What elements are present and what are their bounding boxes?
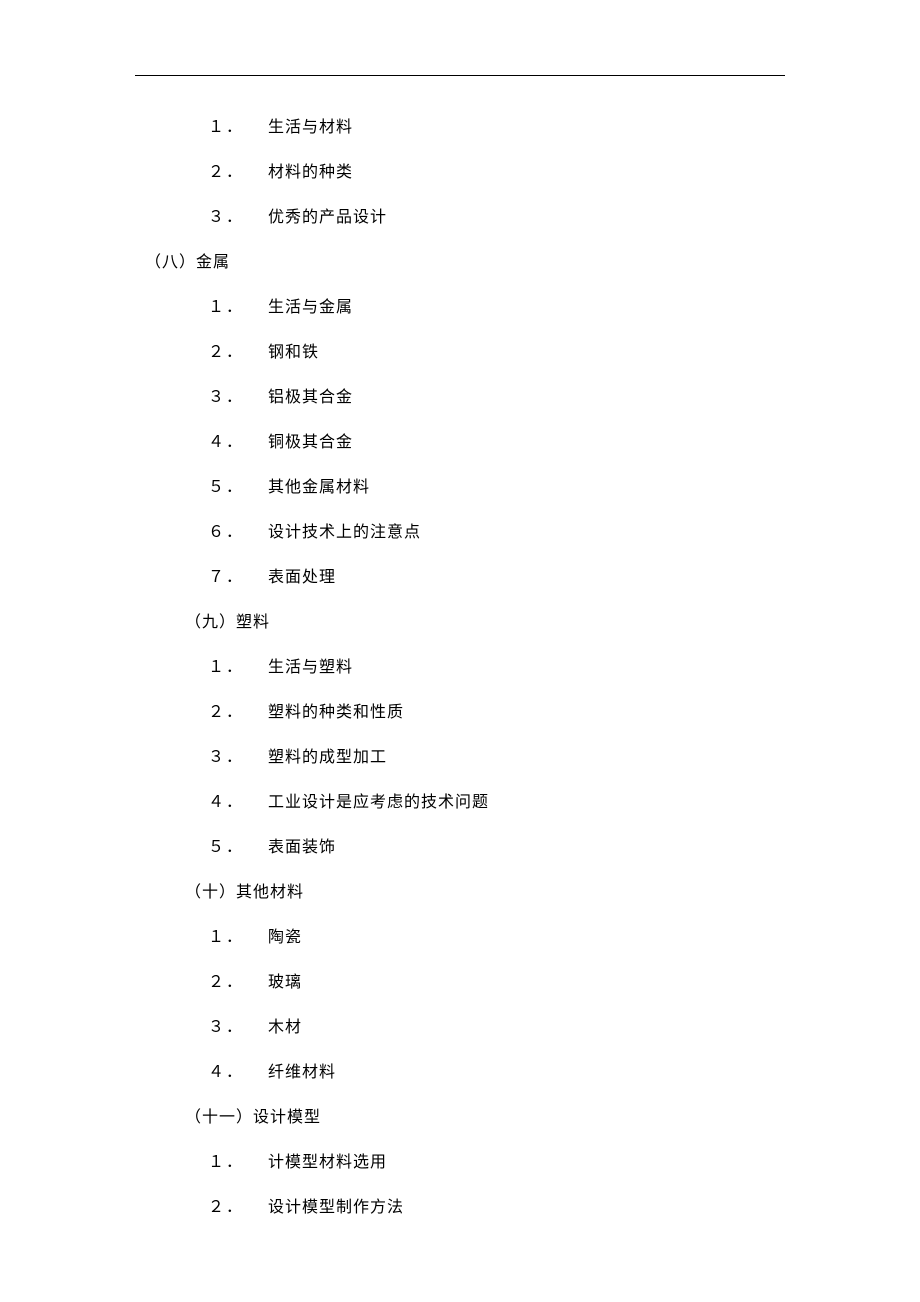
list-item-text: 塑料的成型加工 (210, 746, 387, 770)
document-content: １．生活与材料２．材料的种类３．优秀的产品设计（八）金属１．生活与金属２．钢和铁… (135, 116, 785, 1220)
list-item-text: 纤维材料 (210, 1061, 336, 1085)
list-item: ２．玻璃 (135, 971, 785, 995)
list-item: １．生活与塑料 (135, 656, 785, 680)
list-item-text: 钢和铁 (210, 341, 319, 365)
list-item-number: ２． (135, 1196, 210, 1220)
list-item: ７．表面处理 (135, 566, 785, 590)
list-item-text: 铜极其合金 (210, 431, 353, 455)
list-item: ４．铜极其合金 (135, 431, 785, 455)
section-heading: （八）金属 (135, 251, 785, 275)
list-item-number: １． (135, 656, 210, 680)
list-item: ２．钢和铁 (135, 341, 785, 365)
list-item-text: 计模型材料选用 (210, 1151, 387, 1175)
list-item-text: 表面处理 (210, 566, 336, 590)
list-item-number: ２． (135, 971, 210, 995)
list-item-text: 其他金属材料 (210, 476, 370, 500)
list-item-text: 陶瓷 (210, 926, 302, 950)
list-item-number: ２． (135, 341, 210, 365)
list-item-text: 优秀的产品设计 (210, 206, 387, 230)
list-item-text: 设计模型制作方法 (210, 1196, 404, 1220)
list-item-text: 铝极其合金 (210, 386, 353, 410)
list-item-number: ３． (135, 206, 210, 230)
list-item: ３．木材 (135, 1016, 785, 1040)
list-item-number: ２． (135, 701, 210, 725)
list-item-text: 工业设计是应考虑的技术问题 (210, 791, 489, 815)
list-item-number: １． (135, 296, 210, 320)
list-item: ３．塑料的成型加工 (135, 746, 785, 770)
list-item-text: 生活与金属 (210, 296, 353, 320)
list-item: ３．铝极其合金 (135, 386, 785, 410)
section-heading: （十一）设计模型 (135, 1106, 785, 1130)
list-item-text: 木材 (210, 1016, 302, 1040)
list-item-number: １． (135, 116, 210, 140)
list-item-number: ４． (135, 791, 210, 815)
list-item-number: ５． (135, 476, 210, 500)
list-item: ５．其他金属材料 (135, 476, 785, 500)
list-item-number: ７． (135, 566, 210, 590)
list-item-text: 塑料的种类和性质 (210, 701, 404, 725)
list-item-number: ２． (135, 161, 210, 185)
list-item: ２．塑料的种类和性质 (135, 701, 785, 725)
list-item-text: 材料的种类 (210, 161, 353, 185)
list-item-number: ３． (135, 1016, 210, 1040)
list-item: １．生活与材料 (135, 116, 785, 140)
list-item-text: 生活与材料 (210, 116, 353, 140)
list-item: ２．材料的种类 (135, 161, 785, 185)
list-item: ５．表面装饰 (135, 836, 785, 860)
list-item: １．陶瓷 (135, 926, 785, 950)
list-item-number: ３． (135, 746, 210, 770)
list-item: ２．设计模型制作方法 (135, 1196, 785, 1220)
section-heading: （十）其他材料 (135, 881, 785, 905)
list-item: ４．工业设计是应考虑的技术问题 (135, 791, 785, 815)
list-item-number: ３． (135, 386, 210, 410)
list-item-number: ４． (135, 431, 210, 455)
list-item-number: １． (135, 926, 210, 950)
page-header-divider (135, 75, 785, 76)
list-item: ４．纤维材料 (135, 1061, 785, 1085)
list-item-text: 玻璃 (210, 971, 302, 995)
section-heading: （九）塑料 (135, 611, 785, 635)
list-item: ６．设计技术上的注意点 (135, 521, 785, 545)
list-item-text: 设计技术上的注意点 (210, 521, 421, 545)
list-item-number: ６． (135, 521, 210, 545)
list-item: １．生活与金属 (135, 296, 785, 320)
list-item-number: ４． (135, 1061, 210, 1085)
list-item: １．计模型材料选用 (135, 1151, 785, 1175)
list-item-text: 生活与塑料 (210, 656, 353, 680)
list-item-text: 表面装饰 (210, 836, 336, 860)
list-item-number: １． (135, 1151, 210, 1175)
list-item: ３．优秀的产品设计 (135, 206, 785, 230)
list-item-number: ５． (135, 836, 210, 860)
